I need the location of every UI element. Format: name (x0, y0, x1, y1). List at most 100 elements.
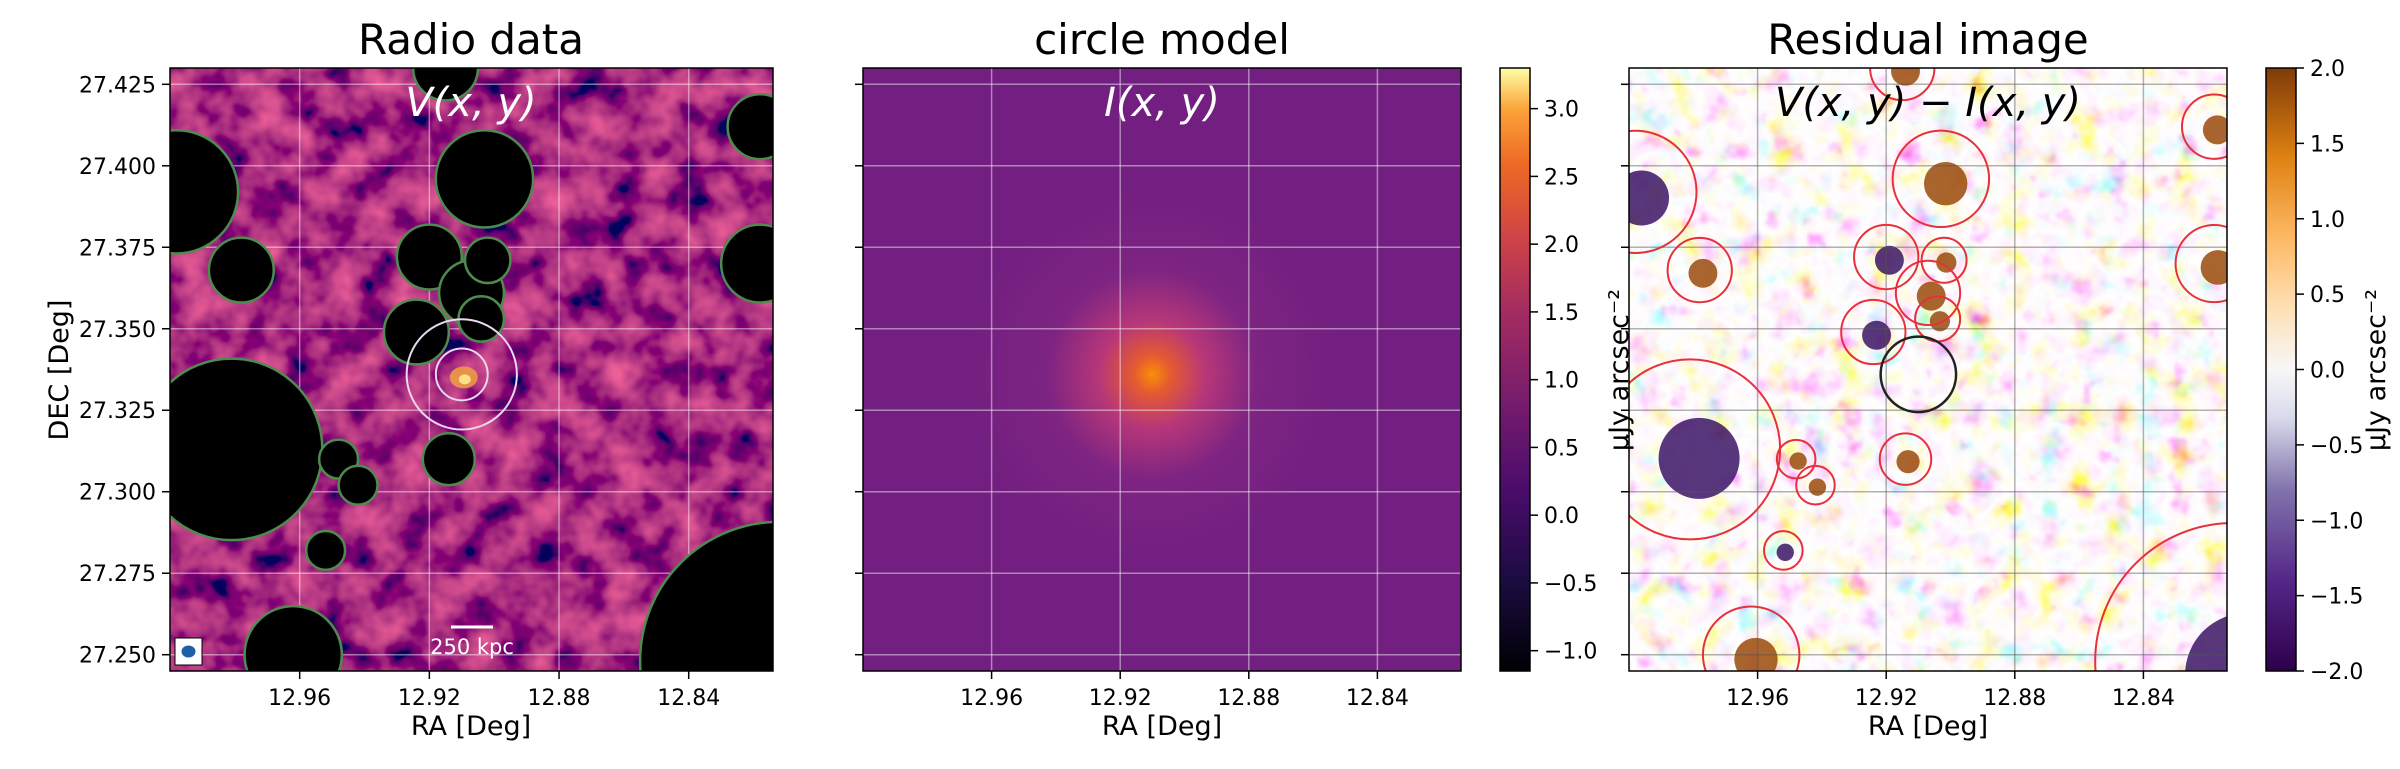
colorbar-tick-label: −1.0 (2310, 509, 2363, 534)
mask-outline (1920, 236, 1968, 284)
colorbar-tick-label: 2.0 (1544, 233, 1579, 258)
mask-outline (1869, 68, 1936, 102)
panel-3-xlabel: RA [Deg] (1868, 711, 1988, 742)
colorbar-tick-label: 1.0 (2310, 208, 2345, 233)
mask-outline (2094, 522, 2227, 671)
masked-region (207, 236, 275, 304)
panel-1-frame (169, 67, 774, 672)
masked-region (304, 529, 347, 572)
panel-2-y-ticks (855, 83, 863, 656)
masked-region (421, 431, 476, 487)
y-tick-label: 27.350 (79, 318, 156, 343)
mask-outline (2180, 93, 2227, 160)
colorbar-1 (1499, 67, 1531, 672)
residual-blob (1936, 252, 1957, 273)
panel-1-annotation: V(x, y) (405, 80, 536, 126)
y-tick-label: 27.250 (79, 644, 156, 669)
panel-3-title: Residual image (1767, 15, 2089, 64)
residual-blob (2200, 250, 2227, 285)
residual-noise (1629, 68, 2227, 671)
residual-blob (1808, 478, 1827, 496)
x-tick-label: 12.88 (528, 686, 591, 711)
mask-outline (1629, 129, 1698, 254)
colorbar-tick-label: 3.0 (1544, 98, 1579, 123)
panel-1-xlabel: RA [Deg] (411, 711, 531, 742)
mask-outline (1666, 236, 1733, 304)
scalebar-label: 250 kpc (430, 635, 514, 659)
residual-blob (1923, 161, 1968, 206)
x-tick-label: 12.92 (1089, 686, 1152, 711)
radio-data-panel: Radio data V(x, y) 250 kpc 12.96 12.92 12.… (44, 15, 774, 742)
panel-2-grid (863, 68, 1461, 671)
panel-2-x-ticks: 12.96 12.92 12.88 12.84 (960, 671, 1409, 711)
masked-region (411, 68, 480, 102)
colorbar-2-label: μJy arcsec⁻² (2361, 289, 2392, 451)
colorbar-2-ticks: 2.0 1.5 1.0 0.5 0.0 −0.5 −1.0 −1.5 −2.0 (2296, 57, 2363, 685)
y-tick-label: 27.400 (79, 155, 156, 180)
panel-3-ylabel: μJy arcsec⁻² (1604, 289, 1635, 451)
x-tick-label: 12.84 (2112, 686, 2175, 711)
mask-outline (2174, 223, 2227, 304)
panel-3-x-ticks: 12.96 12.92 12.88 12.84 (1726, 671, 2175, 711)
panel-1-x-ticks: 12.96 12.92 12.88 12.84 (268, 671, 720, 711)
residual-blob (1929, 311, 1951, 332)
x-tick-label: 12.88 (1217, 686, 1280, 711)
panel-3-grid (1629, 68, 2227, 671)
mask-outline (1701, 605, 1801, 671)
mask-outline (1878, 432, 1933, 486)
colorbar-tick-label: −0.5 (1544, 572, 1597, 597)
colorbar-tick-label: −1.0 (1544, 640, 1597, 665)
x-tick-label: 12.88 (1983, 686, 2046, 711)
x-tick-label: 12.96 (960, 686, 1023, 711)
masked-region (719, 223, 773, 304)
mask-outline (1840, 298, 1907, 366)
masked-region (463, 236, 512, 285)
mask-outline (1891, 129, 1991, 229)
residual-blob (1629, 170, 1670, 226)
colorbar-tick-label: −0.5 (2310, 434, 2363, 459)
source-peak (458, 374, 471, 385)
x-tick-label: 12.84 (657, 686, 720, 711)
masked-region (337, 464, 379, 506)
masked-region (170, 357, 324, 542)
residual-blob (1896, 450, 1920, 474)
colorbar-tick-label: 1.5 (2310, 132, 2345, 157)
x-tick-label: 12.96 (1726, 686, 1789, 711)
panel-1-ylabel: DEC [Deg] (44, 300, 75, 441)
masked-region (243, 604, 344, 671)
residual-blob (2185, 616, 2227, 671)
residual-blob (1874, 245, 1904, 275)
residual-blob (1789, 452, 1807, 470)
residual-source-circle (1879, 335, 1958, 414)
mask-outline (1763, 530, 1804, 571)
x-tick-label: 12.92 (1855, 686, 1918, 711)
residual-blob (1776, 543, 1794, 562)
masked-region (726, 93, 773, 161)
masked-region (382, 298, 451, 366)
masked-regions (170, 68, 773, 671)
residual-blob (1658, 417, 1740, 499)
source-outer-circle (405, 318, 518, 431)
y-tick-label: 27.375 (79, 236, 156, 261)
residual-blob (2202, 115, 2227, 145)
panel-3-frame (1628, 67, 2228, 672)
masked-region (170, 129, 240, 255)
masked-region (434, 128, 535, 229)
colorbar-tick-label: 0.0 (1544, 504, 1579, 529)
mask-outlines (1629, 68, 2227, 671)
y-tick-label: 27.425 (79, 73, 156, 98)
x-tick-label: 12.84 (1346, 686, 1409, 711)
colorbar-tick-label: 1.5 (1544, 301, 1579, 326)
mask-outline (1775, 438, 1817, 480)
residual-blob (1688, 258, 1718, 288)
colorbar-tick-label: −2.0 (2310, 660, 2363, 685)
residual-blob (1916, 281, 1946, 311)
panel-1-y-ticks: 27.425 27.400 27.375 27.350 27.325 27.300 27.2… (79, 73, 170, 669)
colorbar-tick-label: 0.5 (1544, 436, 1579, 461)
colorbar-tick-label: 0.0 (2310, 359, 2345, 384)
colorbar-tick-label: 2.0 (2310, 57, 2345, 82)
mask-outline (1853, 223, 1920, 291)
beam-ellipse (181, 645, 196, 658)
colorbar-tick-label: −1.5 (2310, 585, 2363, 610)
